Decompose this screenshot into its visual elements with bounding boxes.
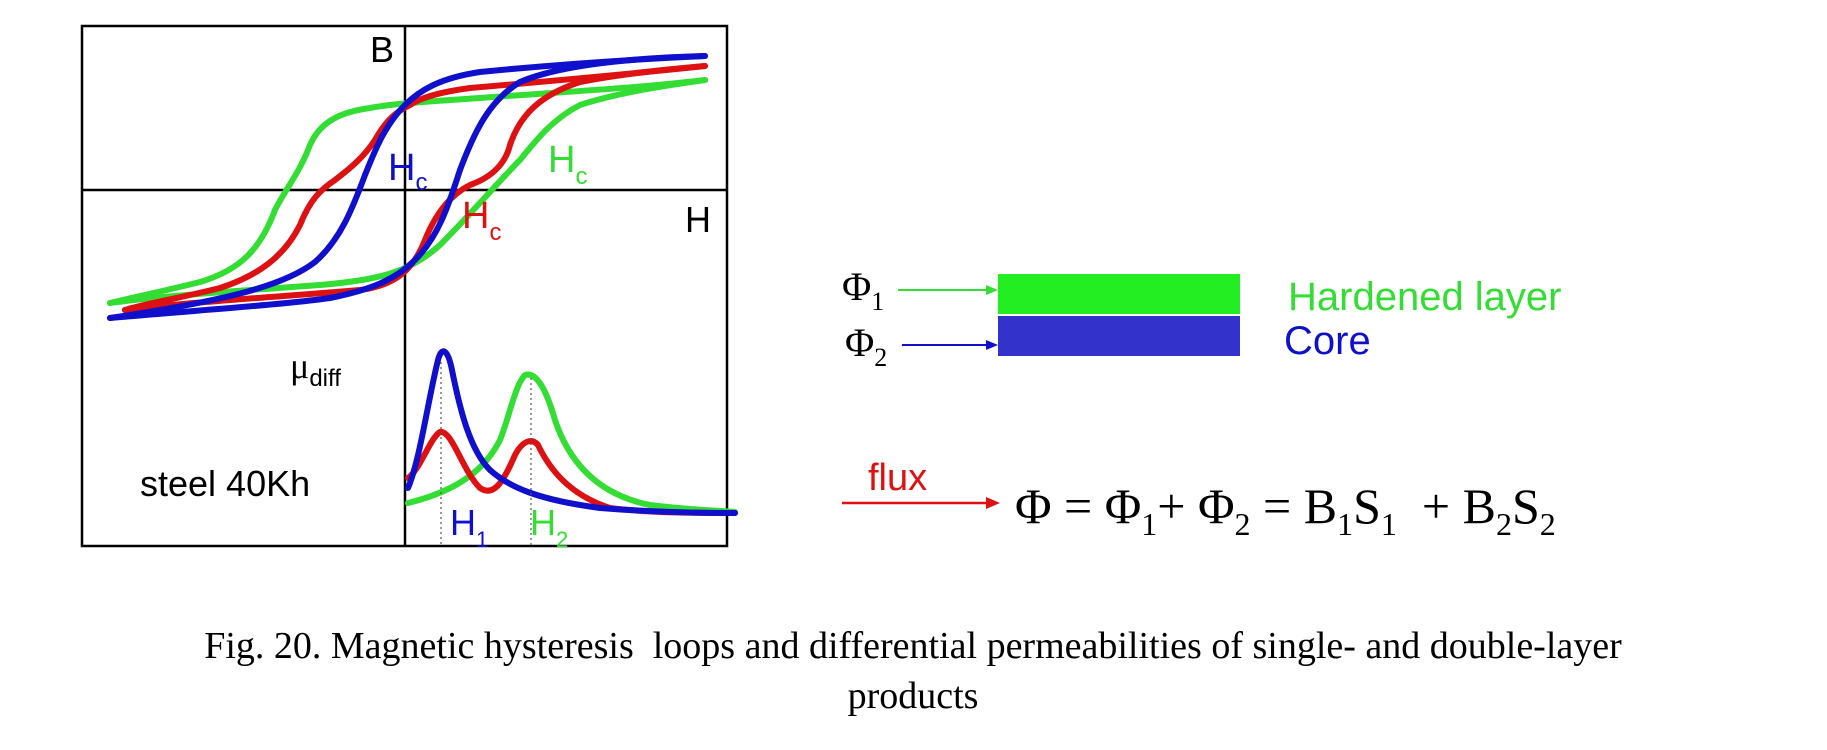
h2-label: H2 xyxy=(530,502,568,552)
flux-arrowhead xyxy=(986,497,1000,509)
h1-label: H1 xyxy=(450,502,488,552)
caption-line-2: products xyxy=(848,675,979,717)
phi1-arrowhead xyxy=(986,285,998,295)
loop-red-lower xyxy=(122,63,708,313)
loop-blue-lower xyxy=(107,53,708,321)
axis-b-label: B xyxy=(370,29,394,70)
hardened-layer xyxy=(998,274,1240,314)
core-layer xyxy=(998,316,1240,356)
axis-h-label: H xyxy=(685,199,711,240)
loop-blue-upper xyxy=(107,53,708,321)
mu-blue xyxy=(405,348,738,516)
permeability-curves xyxy=(405,348,738,516)
hc-label-blue: Hc xyxy=(388,147,427,196)
hysteresis-loops xyxy=(107,53,708,321)
loop-green-upper xyxy=(107,77,708,306)
material-label: steel 40Kh xyxy=(140,463,310,504)
flux-label: flux xyxy=(868,457,927,499)
mu-diff-label: μdiff xyxy=(290,346,341,392)
hardened-layer-label: Hardened layer xyxy=(1288,275,1562,319)
phi2-arrowhead xyxy=(986,340,998,350)
flux-formula: Φ = Φ1+ Φ2 = B1S1 + B2S2 xyxy=(1015,478,1556,542)
phi2-label: Φ2 xyxy=(845,320,887,372)
hc-label-red: Hc xyxy=(462,195,501,246)
mu-green xyxy=(405,371,738,515)
caption-line-1: Fig. 20. Magnetic hysteresis loops and d… xyxy=(204,625,1622,667)
core-layer-label: Core xyxy=(1284,319,1371,363)
hc-label-green: Hc xyxy=(548,139,587,190)
phi1-label: Φ1 xyxy=(842,264,884,316)
